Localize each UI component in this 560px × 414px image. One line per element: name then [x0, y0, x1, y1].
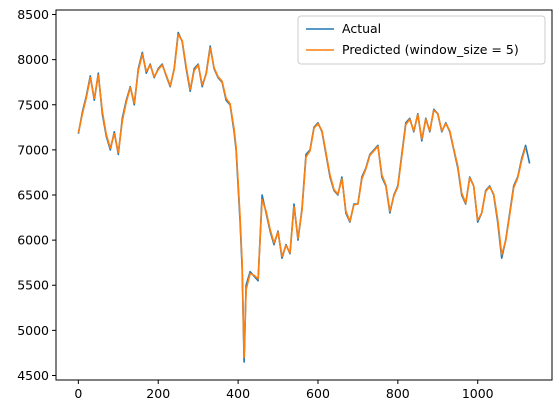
y-tick-label: 8000	[17, 52, 49, 67]
y-tick-label: 6000	[17, 233, 49, 248]
legend: Actual Predicted (window_size = 5)	[297, 15, 546, 65]
x-tick-label: 600	[306, 386, 330, 401]
series-layer	[77, 31, 531, 363]
axes-frame	[55, 9, 553, 381]
y-tick-label: 7000	[17, 142, 49, 157]
y-tick-label: 8500	[17, 7, 49, 22]
y-tick-label: 4500	[17, 368, 49, 383]
ticks-layer: 0 200 400 600 800 1000 4500 5000 5500 6000 6500 700…	[17, 7, 493, 401]
y-tick-label: 7500	[17, 97, 49, 112]
y-tick-label: 6500	[17, 188, 49, 203]
y-tick-label: 5500	[17, 278, 49, 293]
legend-label-actual: Actual	[342, 21, 381, 36]
legend-box	[297, 15, 546, 65]
legend-label-predicted: Predicted (window_size = 5)	[342, 42, 519, 57]
x-tick-label: 400	[226, 386, 250, 401]
x-tick-label: 1000	[462, 386, 494, 401]
series-line-predicted	[77, 33, 527, 359]
x-tick-label: 200	[146, 386, 170, 401]
x-tick-label: 800	[386, 386, 410, 401]
x-tick-label: 0	[74, 386, 82, 401]
series-line-actual	[77, 31, 531, 363]
y-tick-label: 5000	[17, 323, 49, 338]
